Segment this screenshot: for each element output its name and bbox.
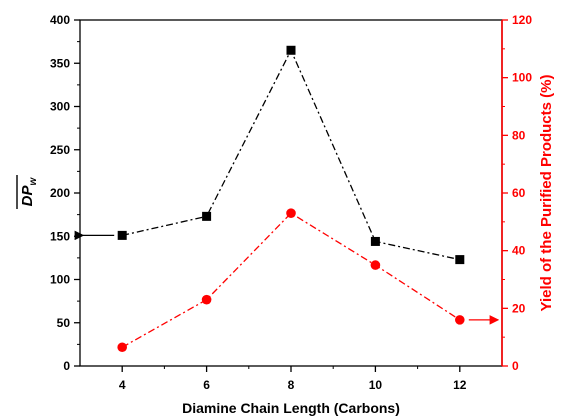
x-axis-title: Diamine Chain Length (Carbons) xyxy=(182,400,400,416)
series-2-line xyxy=(121,212,461,348)
svg-text:DPw: DPw xyxy=(19,176,39,206)
y-left-tick-label: 350 xyxy=(50,56,70,70)
series-2-point xyxy=(117,342,127,353)
y-left-tick-label: 400 xyxy=(50,13,70,27)
y-left-tick-label: 250 xyxy=(50,143,70,157)
series-1-point xyxy=(370,236,380,246)
y-right-tick-label: 100 xyxy=(512,71,532,85)
series-1-point xyxy=(455,255,465,265)
y-right-tick-label: 40 xyxy=(512,244,526,258)
y-left-tick-label: 0 xyxy=(63,359,70,373)
series-2-point xyxy=(286,208,296,218)
axis-pointer-arrows xyxy=(74,230,500,325)
y-right-axis-title: Yield of the Purified Products (%) xyxy=(538,75,555,312)
y-left-tick-label: 300 xyxy=(50,100,70,114)
y-right-tick-label: 80 xyxy=(512,128,526,142)
series-layer xyxy=(117,45,465,353)
series-1-point xyxy=(202,211,212,221)
series-1-point xyxy=(117,230,127,240)
series-1-line xyxy=(122,48,460,261)
series-1-point xyxy=(286,45,296,55)
x-tick-label: 10 xyxy=(369,378,383,392)
y-left-tick-label: 100 xyxy=(50,273,70,287)
x-axis-ticks: 4 6 8 10 12 xyxy=(119,366,467,392)
y-right-tick-label: 20 xyxy=(512,301,526,315)
y-left-tick-label: 50 xyxy=(57,316,71,330)
series-2-point xyxy=(455,315,465,325)
y-left-tick-label: 200 xyxy=(50,186,70,200)
y-left-axis-title: DPw xyxy=(16,175,39,209)
y-right-tick-label: 0 xyxy=(512,359,519,373)
y-left-axis-title-subscript: w xyxy=(28,176,39,185)
y-right-axis-ticks: 0 20 40 60 80 100 120 xyxy=(501,13,532,373)
series-2-point xyxy=(370,260,381,270)
plot-frame xyxy=(79,19,503,367)
y-left-tick-label: 150 xyxy=(50,229,70,243)
x-tick-label: 8 xyxy=(288,378,295,392)
x-tick-label: 6 xyxy=(203,378,210,392)
series-2-point xyxy=(201,294,212,305)
y-left-axis-ticks: 0 50 100 150 200 250 300 350 400 xyxy=(50,13,80,373)
y-right-tick-label: 60 xyxy=(512,186,526,200)
y-left-axis-title-main: DP xyxy=(19,184,36,206)
x-tick-label: 4 xyxy=(119,378,126,392)
x-tick-label: 12 xyxy=(453,378,467,392)
y-right-tick-label: 120 xyxy=(512,13,532,27)
